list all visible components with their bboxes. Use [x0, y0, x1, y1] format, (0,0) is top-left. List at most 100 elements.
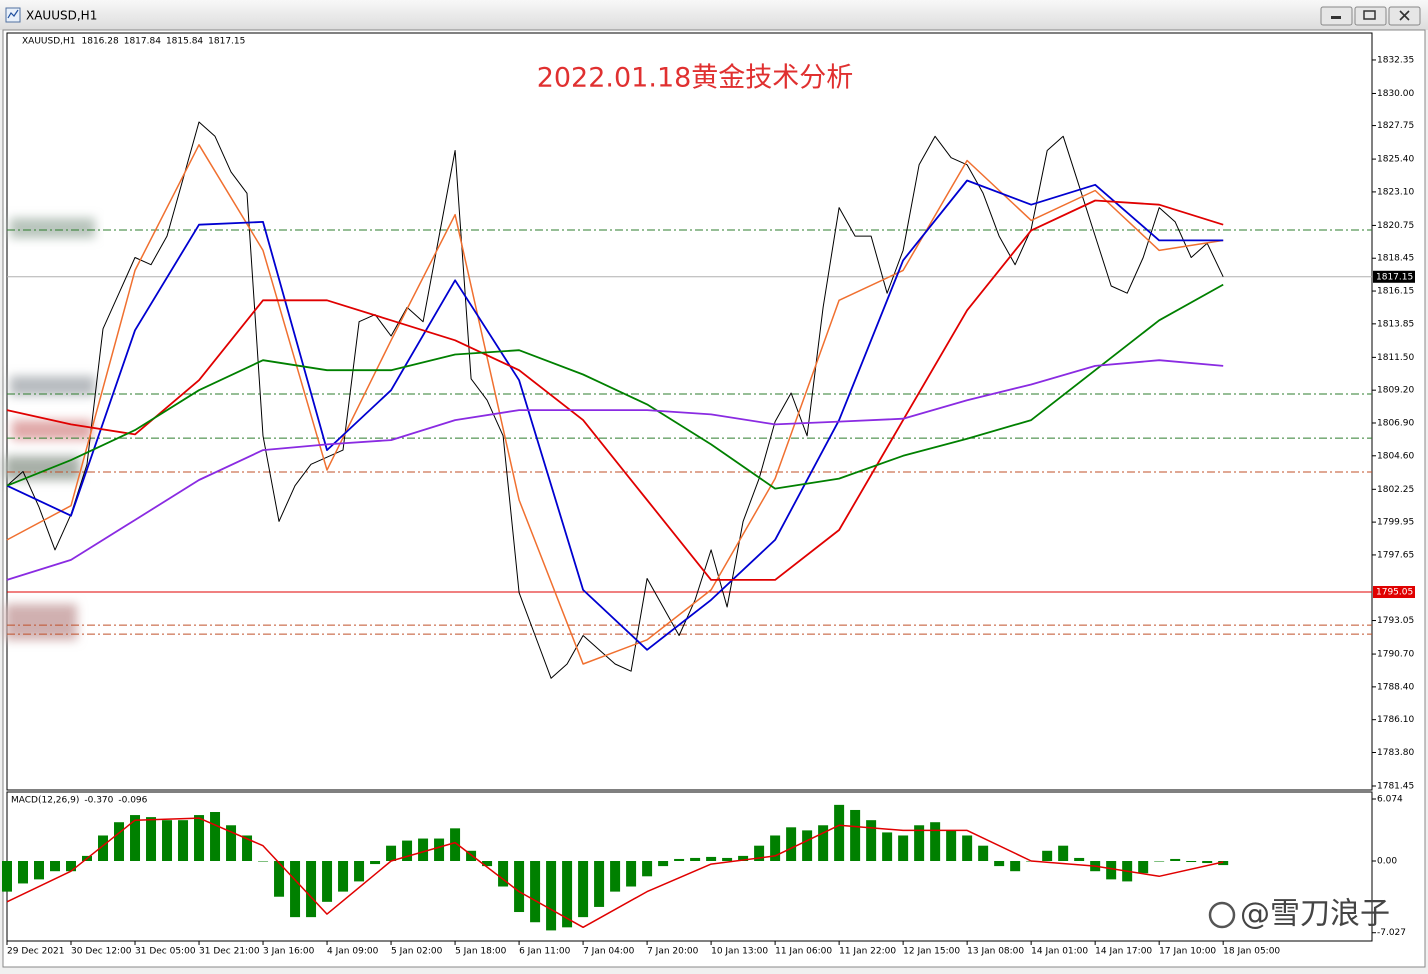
- pane-0: 1832.35 1830.00 1827.75 1825.40 1823.10 1820.…: [6, 55, 1415, 957]
- main-pane: [6, 32, 1373, 791]
- macd-bar: [274, 860, 285, 897]
- x-tick-label: 29 Dec 2021: [7, 947, 65, 957]
- macd-bar: [242, 835, 253, 861]
- y-tick-label: 1832.35: [1377, 55, 1414, 65]
- macd-bar: [1042, 850, 1053, 861]
- y-tick-label: 1811.50: [1377, 353, 1414, 363]
- macd-bar: [258, 860, 269, 862]
- macd-bar: [66, 860, 77, 872]
- y-tick-label: 1786.10: [1377, 715, 1414, 725]
- macd-bar: [594, 860, 605, 907]
- blur-patch: [5, 604, 77, 640]
- macd-bar: [306, 860, 317, 918]
- y-tick-label: 1797.65: [1377, 550, 1414, 560]
- series-line: [6, 283, 1224, 490]
- macd-bar: [1218, 860, 1229, 866]
- x-tick-label: 4 Jan 09:00: [327, 947, 379, 957]
- macd-bar: [194, 815, 205, 861]
- y-tick-label: 1823.10: [1377, 187, 1414, 197]
- y-tick-label: 1830.00: [1377, 89, 1414, 99]
- x-tick-label: 14 Jan 17:00: [1095, 947, 1152, 957]
- y-tick-label: 1825.40: [1377, 155, 1414, 165]
- macd-bar: [210, 812, 221, 861]
- macd-bar: [434, 838, 445, 861]
- restore-icon: [1363, 10, 1376, 20]
- series-line: [6, 817, 1224, 929]
- macd-bar: [738, 855, 749, 861]
- macd-bar: [178, 820, 189, 861]
- x-tick-label: 7 Jan 20:00: [647, 947, 699, 957]
- series-line: [6, 199, 1224, 581]
- macd-bar: [514, 860, 525, 913]
- macd-bar: [898, 835, 909, 861]
- x-tick-label: 12 Jan 15:00: [903, 947, 960, 957]
- blur-patch: [12, 420, 92, 440]
- macd-bar: [354, 860, 365, 882]
- macd-bar: [1202, 860, 1213, 864]
- x-tick-label: 14 Jan 01:00: [1031, 947, 1088, 957]
- x-tick-label: 3 Jan 16:00: [263, 947, 315, 957]
- x-tick-label: 11 Jan 22:00: [839, 947, 896, 957]
- macd-bar: [530, 860, 541, 923]
- series-line: [6, 179, 1224, 651]
- restore-button[interactable]: [1354, 6, 1387, 26]
- y-tick-label: -7.027: [1377, 928, 1406, 938]
- macd-bar: [498, 860, 509, 887]
- macd-bar: [1170, 858, 1181, 861]
- blur-patch: [10, 218, 95, 238]
- macd-bar: [562, 860, 573, 928]
- macd-bar: [466, 850, 477, 861]
- macd-bar: [962, 835, 973, 861]
- y-tick-label: 0.00: [1377, 856, 1397, 866]
- window-icon-line: [7, 9, 19, 19]
- macd-bar: [418, 838, 429, 861]
- macd-bar: [402, 840, 413, 861]
- macd-bar: [914, 825, 925, 861]
- macd-reading: -0.370: [84, 796, 113, 806]
- macd-bar: [1106, 860, 1117, 880]
- y-tick-label: 1790.70: [1377, 650, 1414, 660]
- close-icon: [1399, 10, 1410, 21]
- macd-label: MACD(12,26,9): [11, 796, 79, 806]
- macd-bar: [818, 825, 829, 861]
- macd-bar: [98, 835, 109, 861]
- blur-patch: [10, 376, 95, 396]
- chart-area: [2, 29, 1426, 968]
- macd-bar: [2, 860, 12, 892]
- y-tick-label: 1788.40: [1377, 682, 1414, 692]
- macd-bar: [338, 860, 349, 892]
- x-tick-label: 30 Dec 12:00: [71, 947, 132, 957]
- macd-bar: [450, 828, 461, 861]
- x-tick-label: 10 Jan 13:00: [711, 947, 768, 957]
- blur-patch: [5, 456, 80, 480]
- macd-bar: [1010, 860, 1021, 872]
- y-tick-label: 1783.80: [1377, 748, 1414, 758]
- ohlc-value: 1815.84: [166, 37, 203, 47]
- x-tick-label: 13 Jan 08:00: [967, 947, 1024, 957]
- y-tick-label: 1804.60: [1377, 451, 1414, 461]
- x-tick-label: 5 Jan 18:00: [455, 947, 507, 957]
- macd-bar: [610, 860, 621, 892]
- x-tick-label: 7 Jan 04:00: [583, 947, 635, 957]
- macd-bar: [642, 860, 653, 877]
- price-label: 1795.05: [1376, 588, 1413, 598]
- price-box: [1373, 586, 1415, 599]
- macd-bar: [834, 804, 845, 861]
- x-tick-label: 31 Dec 21:00: [199, 947, 260, 957]
- y-tick-label: 1816.15: [1377, 287, 1414, 297]
- macd-bar: [50, 860, 61, 872]
- series-line: [6, 144, 1224, 665]
- macd-bar: [370, 860, 381, 865]
- macd-bar: [850, 809, 861, 861]
- x-tick-label: 31 Dec 05:00: [135, 947, 196, 957]
- window-buttons[interactable]: [1320, 6, 1421, 26]
- y-tick-label: 1809.20: [1377, 386, 1414, 396]
- y-tick-label: 6.074: [1377, 795, 1403, 805]
- macd-reading: -0.096: [118, 796, 147, 806]
- macd-bar: [546, 860, 557, 931]
- y-tick-label: 1827.75: [1377, 121, 1414, 131]
- watermark: @雪刀浪子: [1240, 897, 1390, 932]
- macd-bar: [994, 860, 1005, 867]
